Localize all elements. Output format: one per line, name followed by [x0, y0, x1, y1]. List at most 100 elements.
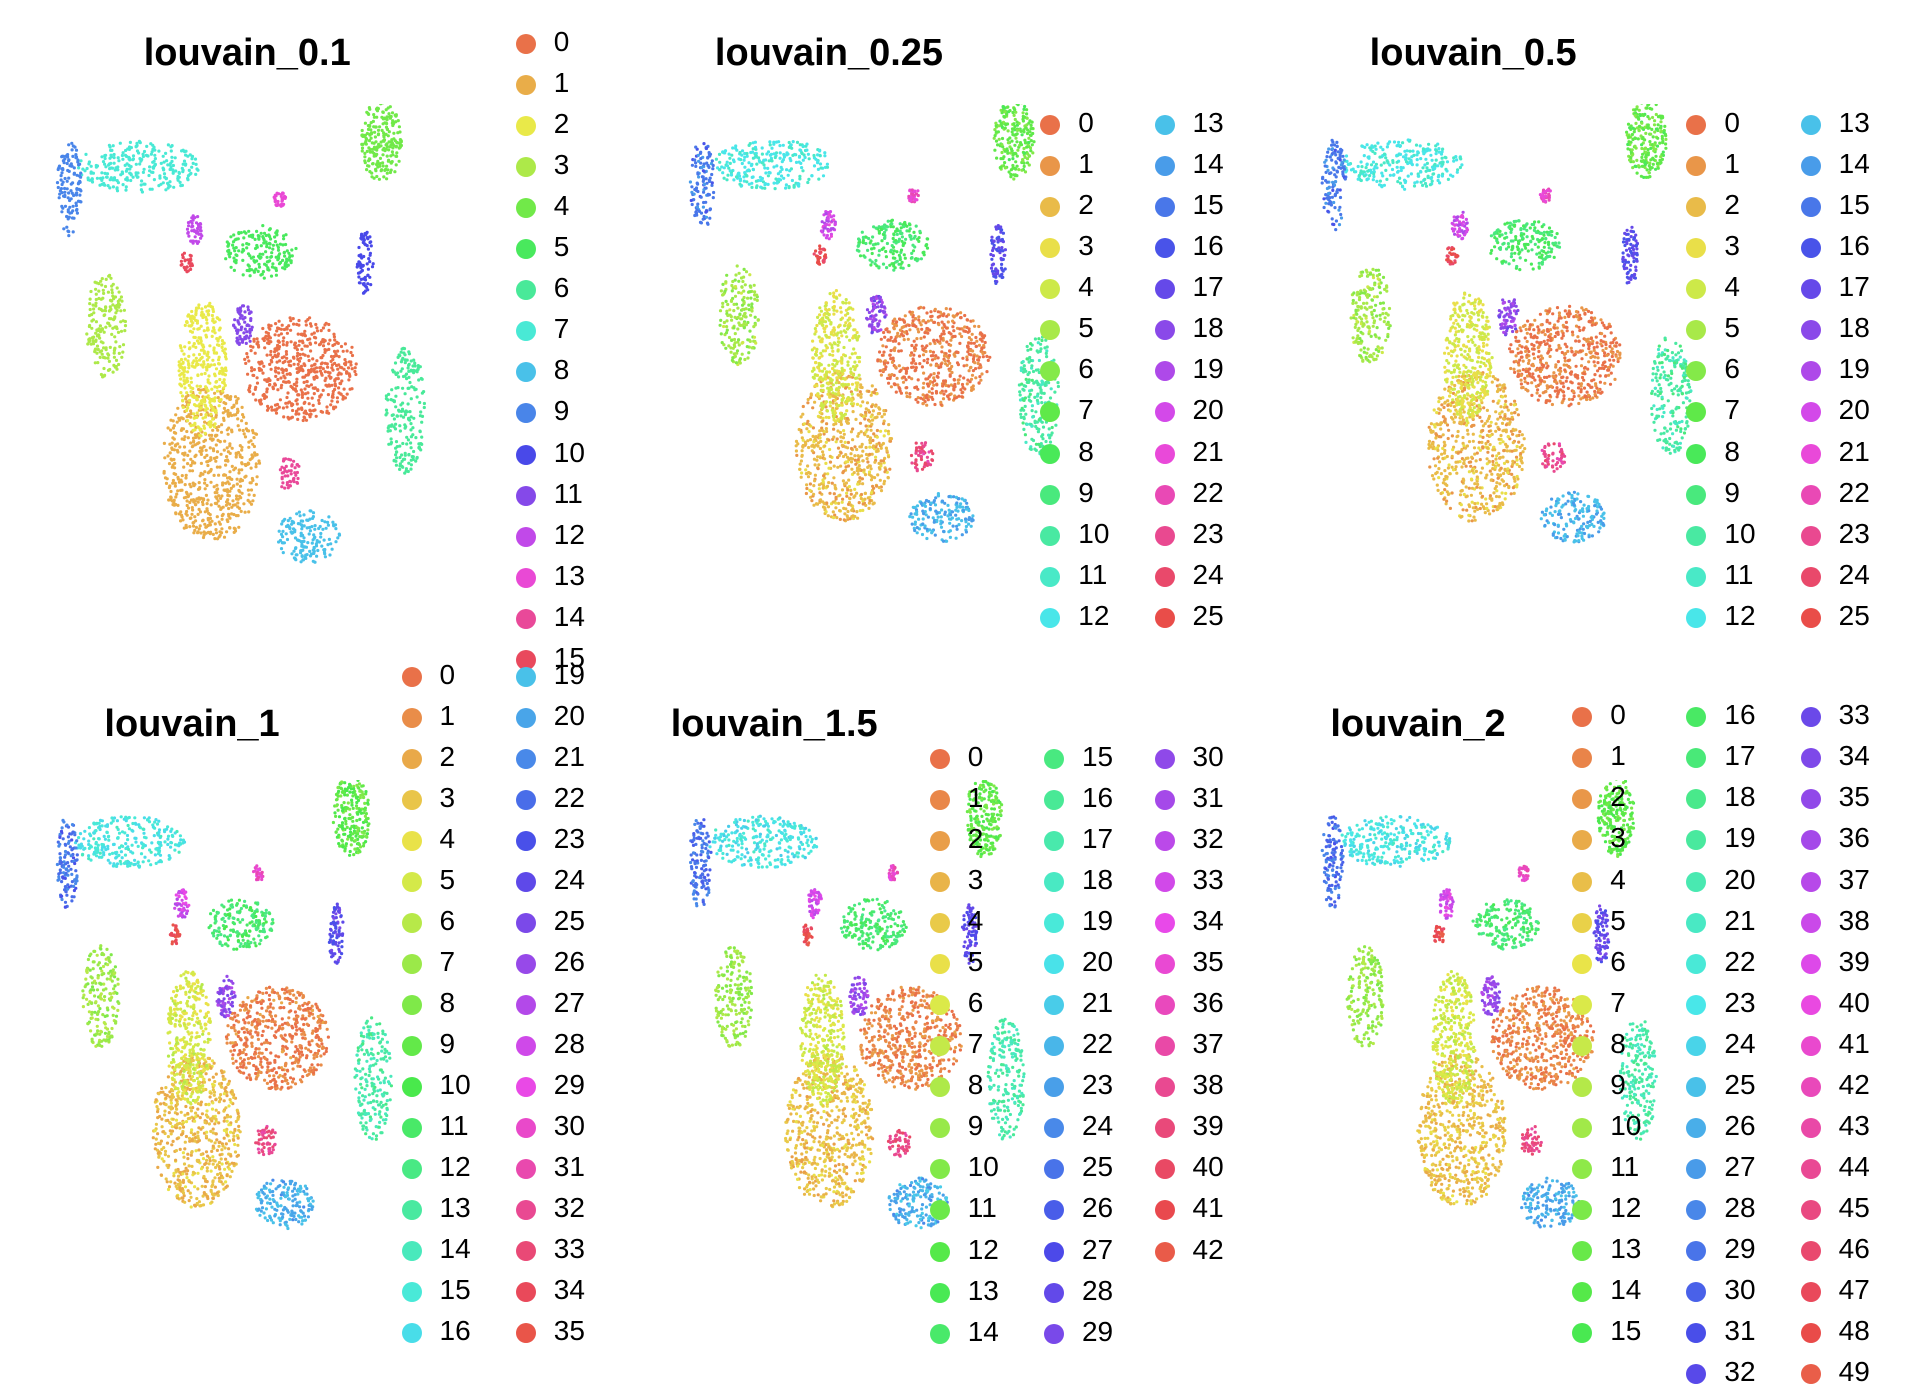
cell-point: [732, 309, 735, 312]
cell-point: [930, 319, 933, 322]
cell-point: [394, 460, 397, 463]
cell-point: [417, 367, 420, 370]
cell-point: [267, 407, 270, 410]
cell-point: [101, 277, 104, 280]
cell-point: [293, 550, 296, 553]
cell-point: [322, 368, 325, 371]
cell-point: [313, 392, 316, 395]
cell-point: [212, 450, 215, 453]
cell-point: [179, 345, 182, 348]
cell-point: [318, 402, 321, 405]
cell-point: [828, 405, 831, 408]
cell-point: [230, 487, 233, 490]
cell-point: [346, 393, 349, 396]
cell-point: [834, 487, 837, 490]
cell-point: [805, 492, 808, 495]
cell-point: [318, 367, 321, 370]
cell-point: [861, 401, 864, 404]
cell-point: [163, 457, 166, 460]
cell-point: [965, 319, 968, 322]
cell-point: [914, 317, 917, 320]
cell-point: [255, 483, 258, 486]
cell-point: [885, 450, 888, 453]
cell-point: [869, 437, 872, 440]
cell-point: [216, 451, 219, 454]
cell-point: [1023, 152, 1026, 155]
cell-point: [849, 307, 852, 310]
cell-point: [296, 352, 299, 355]
cell-point: [869, 468, 872, 471]
cell-point: [378, 178, 381, 181]
cell-point: [926, 383, 929, 386]
cell-point: [71, 210, 74, 213]
cell-point: [295, 400, 298, 403]
cell-point: [206, 322, 209, 325]
cell-point: [847, 441, 850, 444]
cell-point: [823, 305, 826, 308]
cell-point: [210, 504, 213, 507]
cell-point: [240, 480, 243, 483]
cell-point: [219, 508, 222, 511]
cell-point: [218, 405, 221, 408]
cell-point: [370, 132, 373, 135]
cell-point: [233, 531, 236, 534]
cell-point: [958, 328, 961, 331]
cell-point: [418, 446, 421, 449]
cell-point: [396, 132, 399, 135]
cell-point: [833, 414, 836, 417]
cell-point: [119, 142, 122, 145]
cell-point: [821, 384, 824, 387]
cell-point: [298, 511, 301, 514]
cell-point: [725, 332, 728, 335]
cell-point: [1015, 141, 1018, 144]
cell-point: [830, 409, 833, 412]
cell-point: [936, 311, 939, 314]
cell-point: [187, 367, 190, 370]
cell-point: [405, 470, 408, 473]
cell-point: [205, 413, 208, 416]
cell-point: [312, 515, 315, 518]
cell-point: [961, 383, 964, 386]
cell-point: [812, 484, 815, 487]
cell-point: [254, 238, 257, 241]
cell-point: [245, 352, 248, 355]
cell-point: [95, 339, 98, 342]
cell-point: [965, 358, 968, 361]
cell-point: [975, 340, 978, 343]
cell-point: [192, 429, 195, 432]
cell-point: [173, 449, 176, 452]
cell-point: [211, 335, 214, 338]
cell-point: [343, 388, 346, 391]
cell-point: [914, 398, 917, 401]
cell-point: [1011, 164, 1014, 167]
cell-point: [274, 375, 277, 378]
cell-point: [382, 111, 385, 114]
cell-point: [167, 184, 170, 187]
cell-point: [362, 241, 365, 244]
cell-point: [104, 326, 107, 329]
cell-point: [297, 363, 300, 366]
cell-point: [272, 387, 275, 390]
cell-point: [740, 286, 743, 289]
cell-point: [172, 479, 175, 482]
cell-point: [881, 354, 884, 357]
cell-point: [1003, 116, 1006, 119]
cell-point: [178, 481, 181, 484]
cell-point: [214, 434, 217, 437]
cell-point: [843, 324, 846, 327]
cell-point: [223, 407, 226, 410]
cell-point: [951, 320, 954, 323]
cell-point: [872, 502, 875, 505]
cell-point: [275, 330, 278, 333]
cell-point: [195, 397, 198, 400]
cell-point: [237, 232, 240, 235]
cell-point: [420, 377, 423, 380]
cell-point: [888, 339, 891, 342]
cell-point: [724, 281, 727, 284]
cell-point: [104, 357, 107, 360]
cell-point: [142, 171, 145, 174]
cell-point: [293, 529, 296, 532]
cell-point: [378, 126, 381, 129]
cell-point: [192, 336, 195, 339]
cell-point: [824, 511, 827, 514]
